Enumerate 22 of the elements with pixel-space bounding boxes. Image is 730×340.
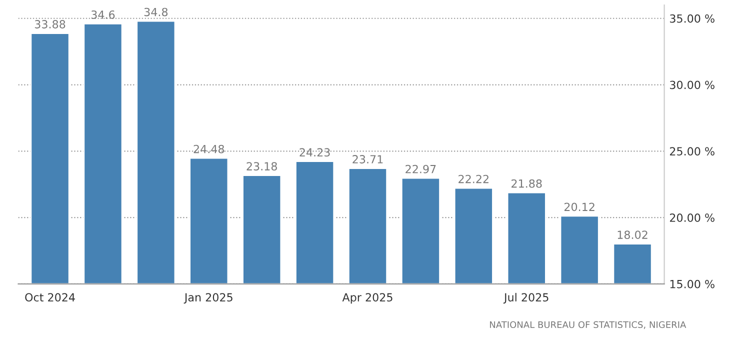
data-label: 18.02 <box>618 230 648 239</box>
data-label: 22.97 <box>406 164 436 174</box>
text: NATIONAL BUREAU OF STATISTICS, NIGERIA <box>490 321 686 329</box>
data-label: 24.48 <box>194 144 224 154</box>
x-tick-label: Apr 2025 <box>342 293 392 304</box>
data-label: 20.12 <box>564 202 594 212</box>
data-label: 22.22 <box>458 174 488 184</box>
data-label: 21.88 <box>512 179 542 188</box>
data-label: 34.6 <box>91 10 115 19</box>
x-tick-label: Jul 2025 <box>503 292 548 304</box>
data-label: 24.23 <box>300 148 330 157</box>
data-label: 33.88 <box>34 20 66 28</box>
y-tick-label: 35.00 % <box>670 14 714 23</box>
y-tick-label: 20.00 % <box>670 213 714 222</box>
data-label: 23.71 <box>352 155 383 164</box>
y-tick-label: 30.00 % <box>670 80 714 90</box>
y-tick-label: 15.00 % <box>670 280 714 288</box>
y-tick-label: 25.00 % <box>670 147 714 156</box>
x-tick-label: Jan 2025 <box>184 293 232 304</box>
data-label: 23.18 <box>246 162 277 170</box>
x-tick-label: Oct 2024 <box>25 293 75 302</box>
data-label: 34.8 <box>144 8 168 16</box>
